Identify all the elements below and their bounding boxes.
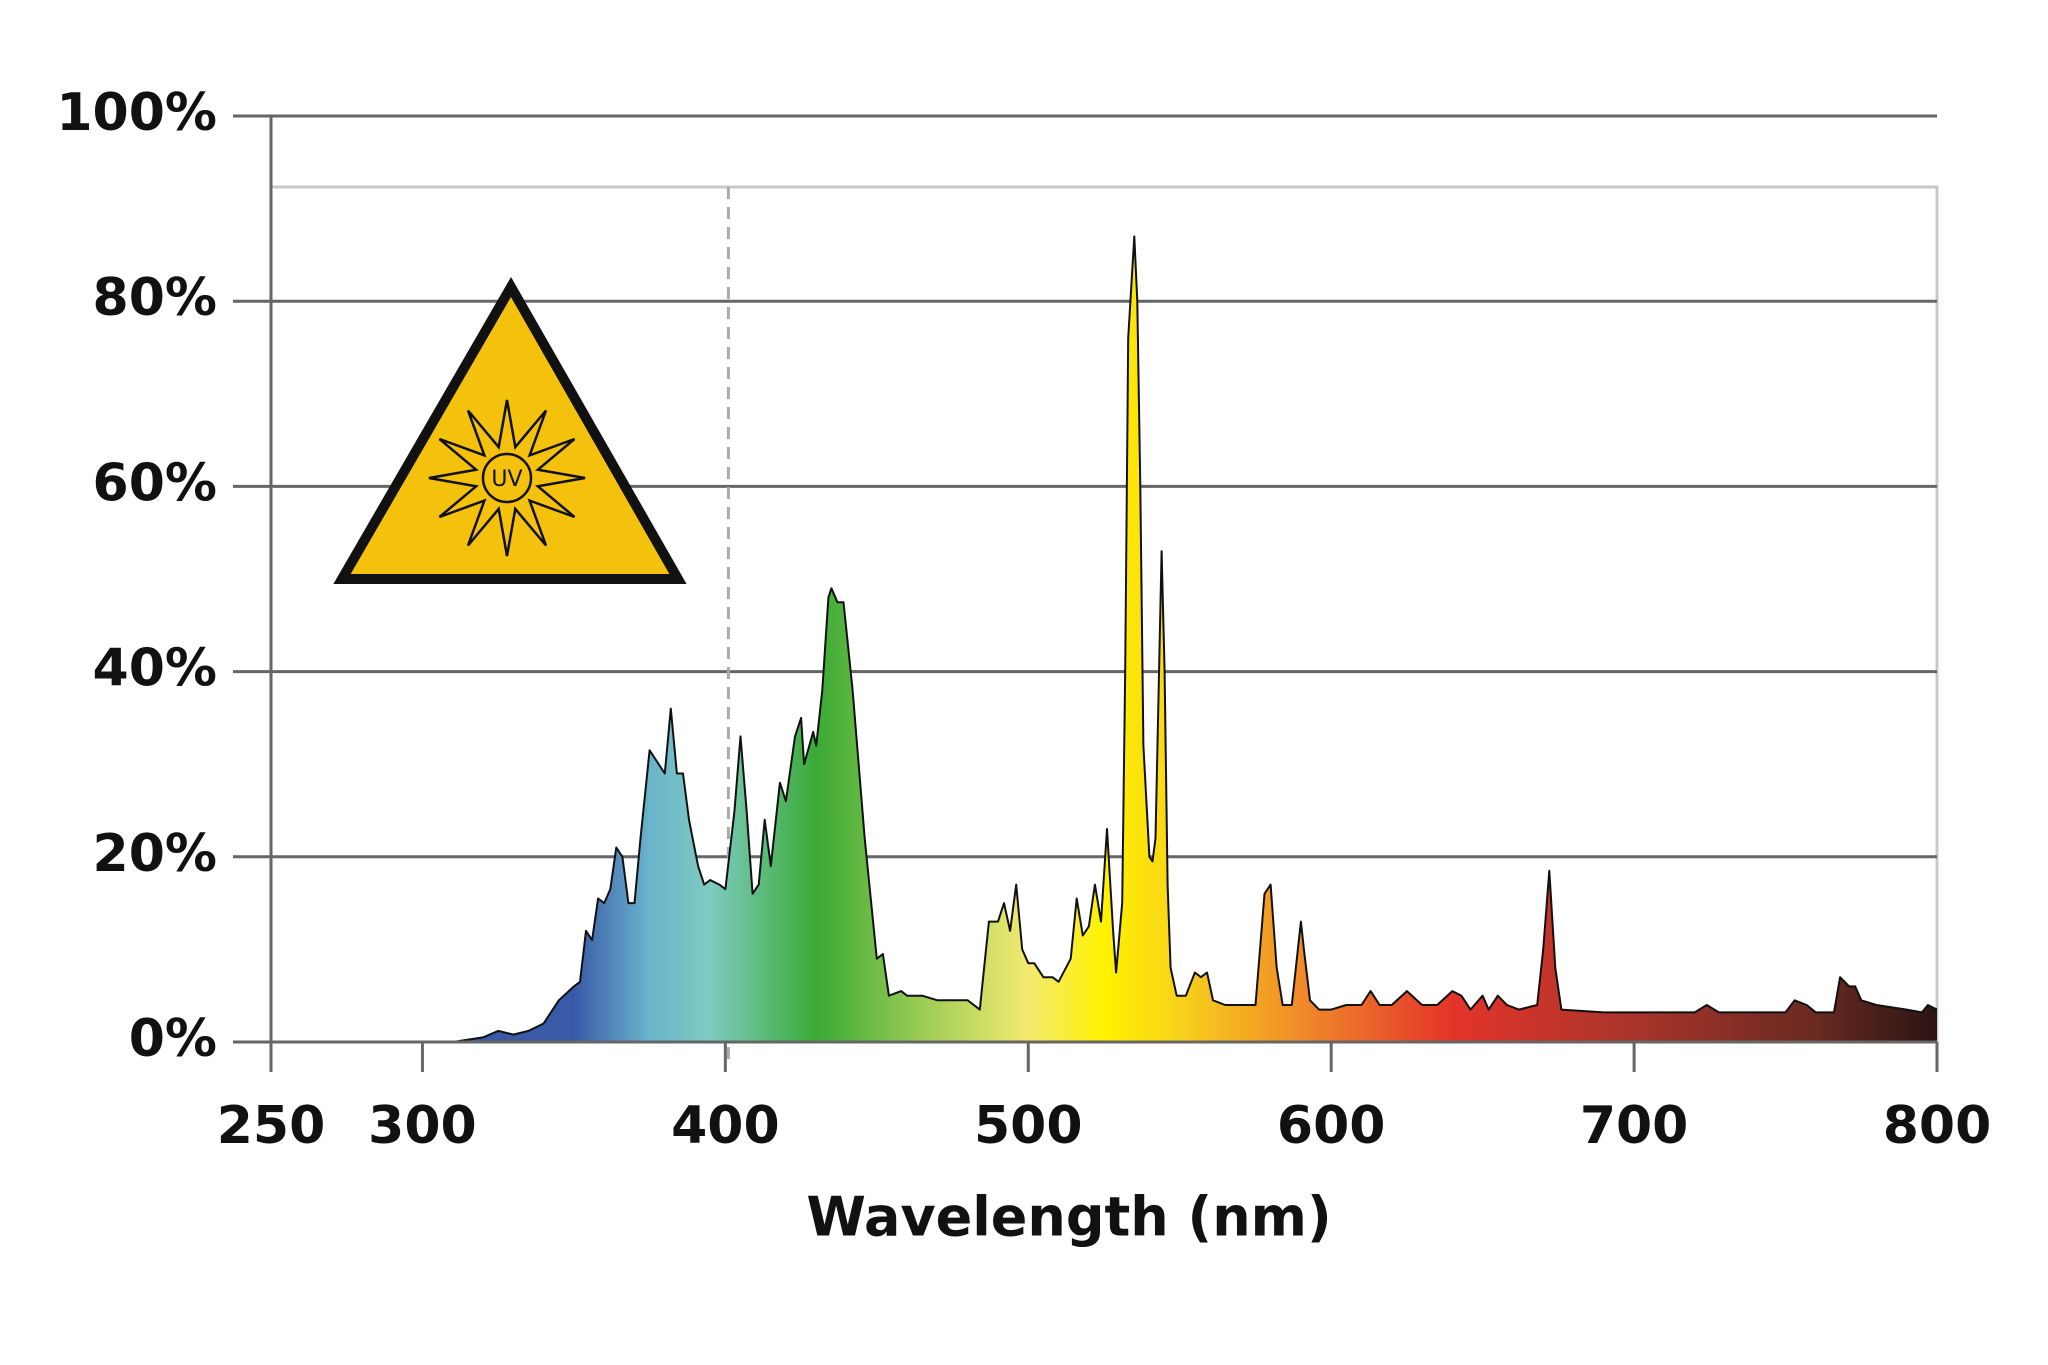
warning-triangle <box>333 276 687 584</box>
spectrum-area <box>271 236 1937 1042</box>
y-tick-label: 40% <box>93 639 217 699</box>
y-tick-label: 80% <box>93 268 217 328</box>
y-tick-label: 100% <box>56 83 217 143</box>
spectrum-outline <box>271 235 1938 1043</box>
y-tick-label: 0% <box>129 1009 217 1069</box>
x-tick-label: 800 <box>1883 1096 1992 1156</box>
y-tick-label: 60% <box>93 453 217 513</box>
y-tick-label: 20% <box>93 824 217 884</box>
sun-star <box>428 399 586 557</box>
x-tick-label: 700 <box>1580 1096 1689 1156</box>
x-tick-label: 250 <box>217 1096 326 1156</box>
x-tick-label: 400 <box>671 1096 780 1156</box>
x-tick-label: 500 <box>974 1096 1083 1156</box>
sun-circle <box>481 452 533 504</box>
x-tick-label: 600 <box>1277 1096 1386 1156</box>
x-axis-title: Wavelength (nm) <box>806 1186 1331 1249</box>
x-tick-label: 300 <box>368 1096 477 1156</box>
icon-label: UV <box>491 467 522 492</box>
uv-warning-icon: UV <box>333 276 687 584</box>
